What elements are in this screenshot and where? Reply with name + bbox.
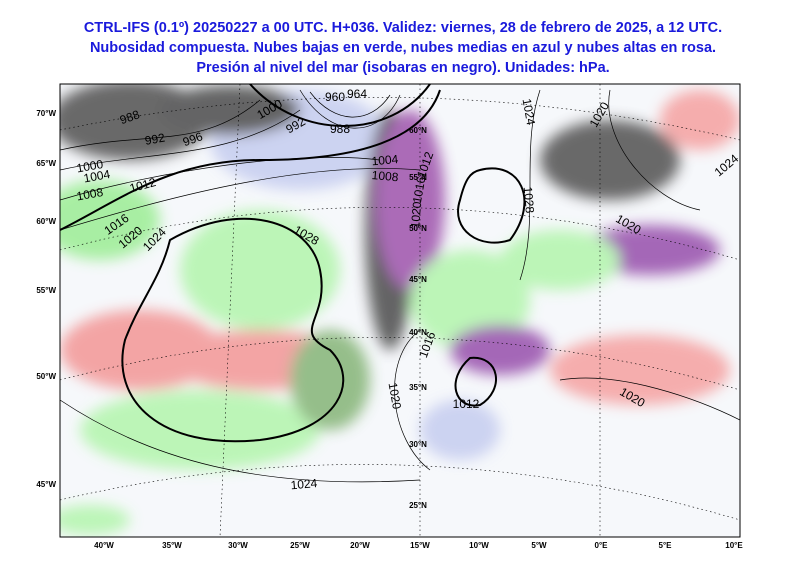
isobar-label: 964 bbox=[347, 87, 367, 101]
map-frame bbox=[59, 83, 741, 538]
title-line: Presión al nivel del mar (isobaras en ne… bbox=[196, 60, 609, 76]
lon-label: 5°E bbox=[659, 541, 673, 550]
isobar-label: 988 bbox=[330, 122, 350, 136]
isobars bbox=[60, 89, 740, 483]
title-line: CTRL-IFS (0.1º) 20250227 a 00 UTC. H+036… bbox=[84, 20, 722, 36]
lat-label: 60°W bbox=[36, 217, 56, 226]
lon-label: 30°W bbox=[228, 541, 248, 550]
isobar-label: 996 bbox=[181, 129, 205, 149]
lat-label-inner: 60°N bbox=[409, 126, 427, 135]
lat-label-inner: 25°N bbox=[409, 501, 427, 510]
isobar-label: 1020 bbox=[408, 201, 424, 229]
isobar-label: 992 bbox=[144, 130, 166, 147]
isobar-label: 1004 bbox=[371, 152, 399, 168]
lon-label: 10°W bbox=[469, 541, 489, 550]
lon-label: 20°W bbox=[350, 541, 370, 550]
lat-label-inner: 45°N bbox=[409, 275, 427, 284]
lat-label-inner: 35°N bbox=[409, 383, 427, 392]
isobar-label: 988 bbox=[118, 107, 142, 127]
lon-label: 15°W bbox=[410, 541, 430, 550]
lat-label-inner: 55°N bbox=[409, 173, 427, 182]
isobar-label: 1016 bbox=[410, 175, 428, 204]
lat-label-inner: 50°N bbox=[409, 224, 427, 233]
isobar-label: 1024 bbox=[290, 476, 318, 492]
lat-label: 65°W bbox=[36, 159, 56, 168]
isobar-label: 1020 bbox=[386, 381, 404, 410]
lon-label: 40°W bbox=[94, 541, 114, 550]
isobar-label: 1012 bbox=[128, 175, 158, 196]
graticule bbox=[60, 84, 740, 537]
thick-isobars bbox=[60, 84, 526, 443]
lon-label: 5°W bbox=[531, 541, 547, 550]
lon-label: 10°E bbox=[725, 541, 743, 550]
isobar-label: 1024 bbox=[520, 97, 538, 126]
lon-label: 25°W bbox=[290, 541, 310, 550]
title-block: CTRL-IFS (0.1º) 20250227 a 00 UTC. H+036… bbox=[84, 20, 722, 76]
lat-label: 55°W bbox=[36, 286, 56, 295]
title-line: Nubosidad compuesta. Nubes bajas en verd… bbox=[90, 40, 716, 56]
isobar-label: 1000 bbox=[75, 157, 104, 175]
lon-label: 35°W bbox=[162, 541, 182, 550]
lon-label: 0°E bbox=[595, 541, 609, 550]
isobar-label: 1008 bbox=[371, 168, 399, 184]
lat-label: 45°W bbox=[36, 480, 56, 489]
isobar-label: 960 bbox=[325, 90, 345, 104]
isobar-label: 1008 bbox=[75, 185, 104, 203]
isobar-label: 1012 bbox=[453, 397, 480, 411]
lat-label-inner: 30°N bbox=[409, 440, 427, 449]
lat-label-inner: 40°N bbox=[409, 328, 427, 337]
axis-labels: 40°W 35°W 30°W 25°W 20°W 15°W 10°W 5°W 0°E 5°E 10°… bbox=[36, 109, 743, 550]
isobar-label: 1004 bbox=[82, 167, 111, 185]
lat-label: 50°W bbox=[36, 372, 56, 381]
lat-label: 70°W bbox=[36, 109, 56, 118]
isobar-label: 1028 bbox=[521, 186, 537, 214]
